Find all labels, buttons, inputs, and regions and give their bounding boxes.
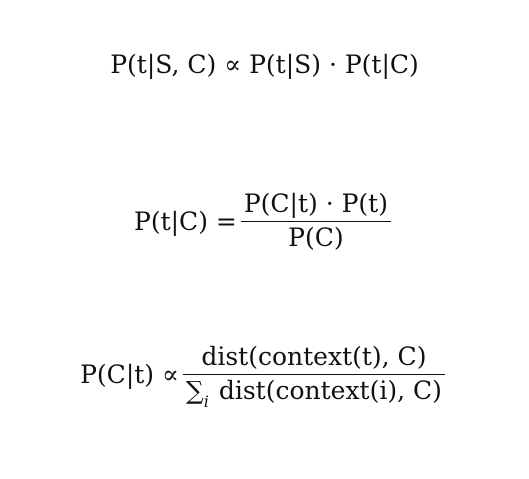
equation-context: P(C|t) ∝ dist(context(t), C) ∑i dist(con…: [0, 342, 529, 411]
equation-context-lhs: P(C|t) ∝: [80, 359, 179, 389]
equation-bayes-lhs: P(t|C) =: [134, 206, 237, 236]
equation-bayes: P(t|C) = P(C|t) · P(t) P(C): [0, 189, 529, 253]
equation-context-numerator: dist(context(t), C): [201, 342, 427, 371]
equation-posterior: P(t|S, C) ∝ P(t|S) · P(t|C): [0, 52, 529, 77]
equation-bayes-numerator: P(C|t) · P(t): [243, 189, 388, 218]
fraction-bar: [240, 220, 391, 222]
fraction-bar: [182, 373, 445, 375]
equation-context-fraction: dist(context(t), C) ∑i dist(context(i), …: [182, 342, 445, 411]
equation-context-denominator-rest: dist(context(i), C): [210, 375, 442, 405]
equation-posterior-text: P(t|S, C) ∝ P(t|S) · P(t|C): [110, 50, 419, 79]
equation-bayes-fraction: P(C|t) · P(t) P(C): [240, 189, 391, 253]
equation-bayes-denominator: P(C): [288, 222, 344, 252]
summation-symbol: ∑: [185, 375, 204, 405]
equation-context-denominator: ∑i dist(context(i), C): [183, 375, 445, 411]
summation-index: i: [203, 391, 209, 411]
